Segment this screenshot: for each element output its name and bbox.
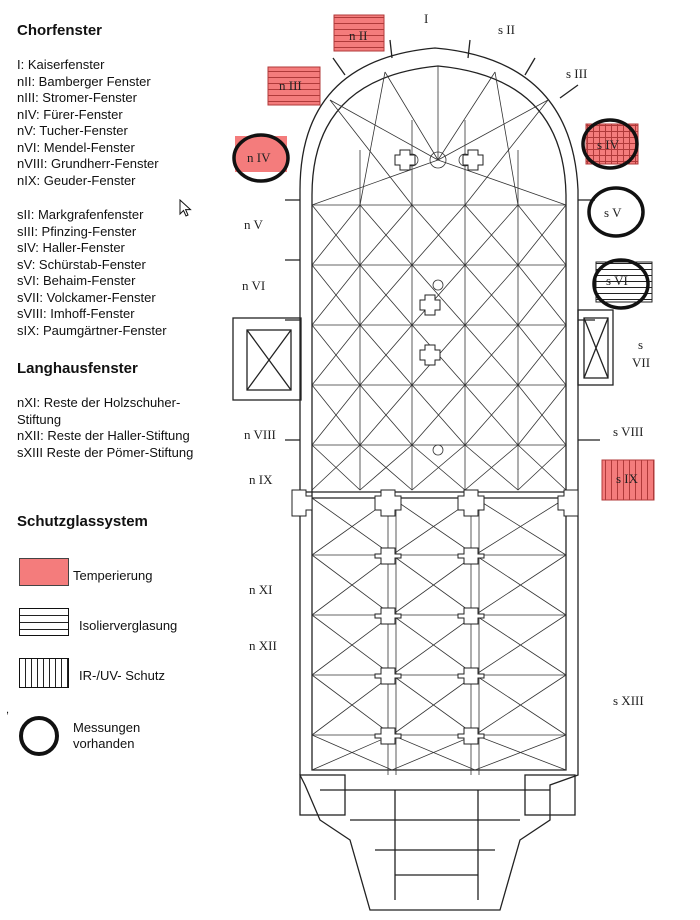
label-nVI: n VI <box>242 278 265 293</box>
plan-labels: I s II s III n II n III n IV n V n VI n … <box>242 11 650 708</box>
temperierung-label: Temperierung <box>73 568 153 583</box>
list-item: nII: Bamberger Fenster <box>17 73 151 89</box>
label-nVIII: n VIII <box>244 427 276 442</box>
isolierverglasung-label: Isolierverglasung <box>79 618 178 633</box>
label-nIII: n III <box>279 78 302 93</box>
label-sV: s V <box>604 205 622 220</box>
list-item: nXI: Reste der Holzschuher-Stiftung <box>17 395 181 427</box>
label-nXII: n XII <box>249 638 277 653</box>
label-sXIII: s XIII <box>613 693 644 708</box>
chorfenster-heading: Chorfenster <box>17 22 103 39</box>
mouse-cursor-icon <box>179 199 192 217</box>
list-item: I: Kaiserfenster <box>17 57 105 72</box>
stray-mark: , <box>6 704 10 716</box>
list-item: nIX: Geuder-Fenster <box>17 172 136 188</box>
label-nXI: n XI <box>249 582 272 597</box>
nave-pillars <box>291 149 579 745</box>
window-markers <box>235 14 655 501</box>
list-item: nVIII: Grundherr-Fenster <box>17 156 159 171</box>
chorfenster-list-n: I: Kaiserfenster nII: Bamberger Fenster … <box>17 57 217 189</box>
schutzglas-heading: Schutzglassystem <box>17 513 148 530</box>
label-nIX: n IX <box>249 472 273 487</box>
label-sVIII: s VIII <box>613 424 643 439</box>
label-nII: n II <box>349 28 367 43</box>
messungen-label-line2: vorhanden <box>73 736 135 751</box>
ir-uv-swatch <box>19 658 69 688</box>
label-I: I <box>424 11 428 26</box>
plan-walls <box>232 39 614 911</box>
nave-vault-ribs <box>311 497 567 775</box>
window-marker-nII-hatch <box>333 14 385 52</box>
list-item: sIII: Pfinzing-Fenster <box>17 223 137 239</box>
isolierverglasung-swatch <box>19 608 69 636</box>
label-sVII-b: VII <box>632 355 650 370</box>
measurement-circle-sV-icon <box>587 186 645 238</box>
label-sVI: s VI <box>606 273 628 288</box>
list-item: sIV: Haller-Fenster <box>17 240 125 255</box>
langhausfenster-heading: Langhausfenster <box>17 360 138 377</box>
list-item: sII: Markgrafenfenster <box>17 207 144 222</box>
measurement-circle-nIV-icon <box>232 133 290 183</box>
list-item: nIII: Stromer-Fenster <box>17 90 137 105</box>
label-sIV: s IV <box>597 137 620 152</box>
list-item: sVII: Volckamer-Fenster <box>17 289 156 305</box>
measurement-circles <box>232 118 650 310</box>
langhausfenster-list: nXI: Reste der Holzschuher-Stiftung nXII… <box>17 395 207 461</box>
label-nV: n V <box>244 217 264 232</box>
label-nIV: n IV <box>247 150 271 165</box>
list-item: nV: Tucher-Fenster <box>17 123 128 138</box>
window-marker-sVI <box>595 261 653 303</box>
list-item: sVIII: Imhoff-Fenster <box>17 306 135 321</box>
list-item: sVI: Behaim-Fenster <box>17 273 136 288</box>
messungen-label: Messungen vorhanden <box>73 720 140 752</box>
window-marker-nIII-hatch <box>267 66 321 106</box>
chorfenster-list-s: sII: Markgrafenfenster sIII: Pfinzing-Fe… <box>17 207 217 339</box>
label-sII: s II <box>498 22 515 37</box>
list-item: nXII: Reste der Haller-Stiftung <box>17 428 190 443</box>
messungen-label-line1: Messungen <box>73 720 141 735</box>
list-item: sV: Schürstab-Fenster <box>17 256 146 272</box>
list-item: sIX: Paumgärtner-Fenster <box>17 322 167 338</box>
measurement-circle-sIV-icon <box>581 118 639 170</box>
label-sVII-a: s <box>638 337 643 352</box>
window-marker-sIX-hatch <box>601 459 655 501</box>
list-item: sXIII Reste der Pömer-Stiftung <box>17 444 194 460</box>
messungen-circle-icon <box>19 716 59 756</box>
choir-vault-ribs <box>311 66 567 491</box>
label-sIII: s III <box>566 66 587 81</box>
measurement-circle-sVI-icon <box>592 258 650 310</box>
list-item: nVI: Mendel-Fenster <box>17 139 135 155</box>
list-item: nIV: Fürer-Fenster <box>17 106 123 122</box>
temperierung-swatch <box>19 558 69 586</box>
ir-uv-label: IR-/UV- Schutz <box>79 668 165 683</box>
label-sIX: s IX <box>616 471 639 486</box>
